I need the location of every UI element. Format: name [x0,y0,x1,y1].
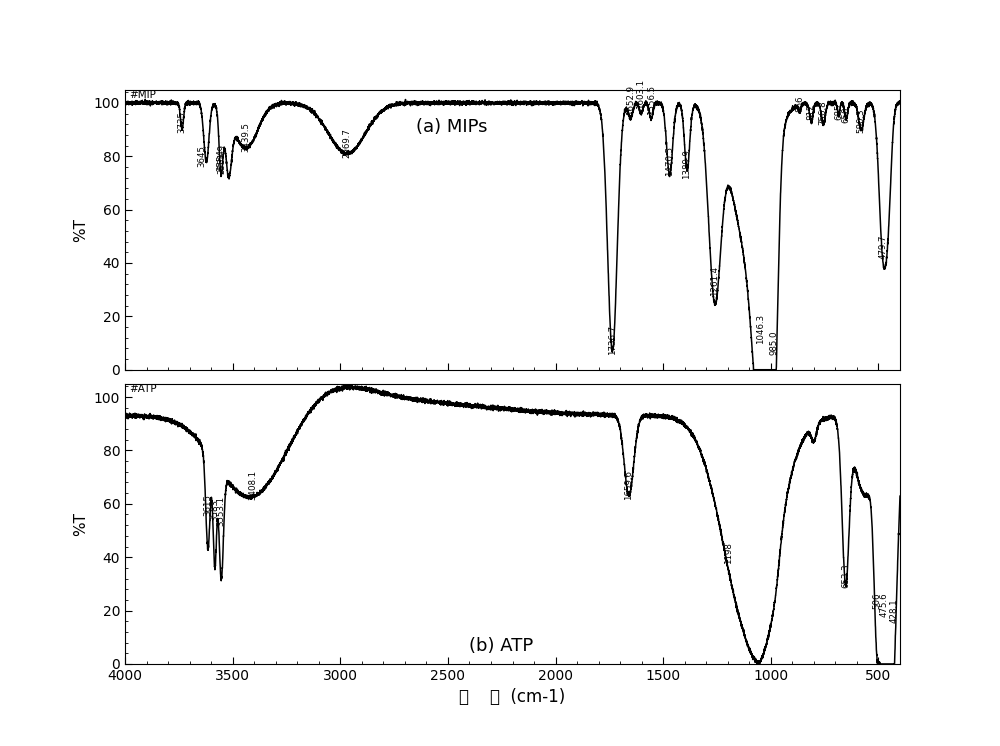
Text: 866: 866 [795,95,804,112]
Text: 1198: 1198 [724,542,733,564]
Text: 1470.5: 1470.5 [665,146,674,176]
Text: 2969.7: 2969.7 [342,128,351,157]
Text: 475.6: 475.6 [879,592,888,617]
Text: 985.0: 985.0 [770,330,779,355]
Text: 1046.3: 1046.3 [756,314,765,345]
Text: 756.8: 756.8 [819,101,828,125]
Text: 685: 685 [834,104,843,120]
Text: 3583: 3583 [210,499,219,521]
Text: 1652.9: 1652.9 [626,85,635,115]
Text: 3735: 3735 [178,111,187,134]
Text: 3553.1: 3553.1 [217,496,226,527]
Text: 650: 650 [842,107,851,123]
Text: 506: 506 [873,592,882,609]
Text: 1261.4: 1261.4 [710,266,719,296]
Text: 1389.9: 1389.9 [682,149,691,179]
Text: 3615: 3615 [203,494,212,515]
Text: 580.3: 580.3 [857,109,866,134]
Y-axis label: %T: %T [73,512,88,536]
Text: (a) MIPs: (a) MIPs [416,118,487,137]
Text: 1603.1: 1603.1 [636,79,645,110]
Text: (b) ATP: (b) ATP [469,636,534,654]
Text: 3645: 3645 [197,145,206,167]
Text: 479.7: 479.7 [878,234,887,259]
Text: 3408.1: 3408.1 [248,470,257,500]
Text: 1556.5: 1556.5 [647,85,656,115]
Text: 653.3: 653.3 [841,563,850,588]
Text: 1659.6: 1659.6 [624,470,633,500]
Text: #ATP: #ATP [129,384,157,395]
Text: 3554: 3554 [217,149,226,171]
Text: 3439.5: 3439.5 [241,122,250,152]
Text: #MIP: #MIP [129,90,156,100]
Text: 1736.7: 1736.7 [608,325,617,355]
Text: 812: 812 [807,104,816,120]
Y-axis label: %T: %T [73,218,88,242]
Text: 428.1: 428.1 [889,598,898,622]
Text: 3551.9: 3551.9 [217,143,226,174]
X-axis label: 波    数  (cm-1): 波 数 (cm-1) [459,689,566,706]
